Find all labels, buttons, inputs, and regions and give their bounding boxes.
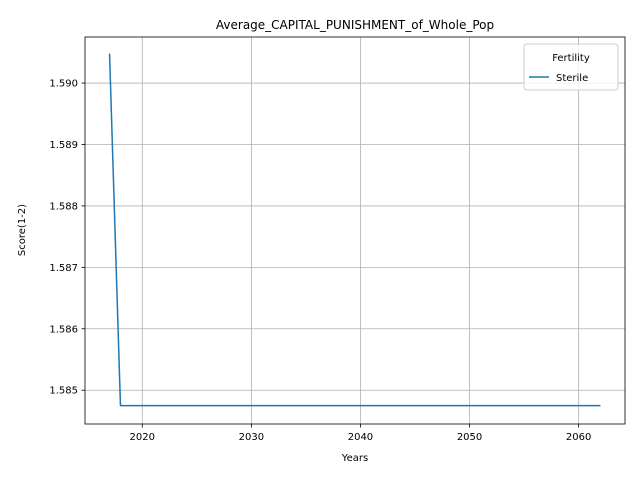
x-axis-ticks: 2020 2030 2040 2050 2060 xyxy=(130,424,591,443)
x-tick-label: 2020 xyxy=(130,432,155,443)
y-tick-label: 1.588 xyxy=(49,201,78,212)
legend: Fertility Sterile xyxy=(523,43,619,91)
legend-title: Fertility xyxy=(552,53,590,64)
series-line-sterile xyxy=(108,53,601,407)
x-axis-label: Years xyxy=(341,453,368,464)
y-tick-label: 1.586 xyxy=(49,324,78,335)
y-axis-ticks: 1.585 1.586 1.587 1.588 1.589 1.590 xyxy=(49,79,85,397)
y-tick-label: 1.590 xyxy=(49,79,78,90)
series-layer xyxy=(108,53,601,407)
x-tick-label: 2060 xyxy=(566,432,591,443)
x-tick-label: 2040 xyxy=(348,432,373,443)
y-tick-label: 1.585 xyxy=(49,386,78,397)
legend-box xyxy=(523,43,619,91)
chart-title: Average_CAPITAL_PUNISHMENT_of_Whole_Pop xyxy=(216,18,494,32)
legend-label-sterile: Sterile xyxy=(556,73,588,84)
x-tick-label: 2030 xyxy=(239,432,264,443)
x-tick-label: 2050 xyxy=(457,432,482,443)
y-tick-label: 1.587 xyxy=(49,263,78,274)
y-axis-label: Score(1-2) xyxy=(17,204,28,256)
plot-area-frame xyxy=(84,36,626,425)
y-tick-label: 1.589 xyxy=(49,140,78,151)
